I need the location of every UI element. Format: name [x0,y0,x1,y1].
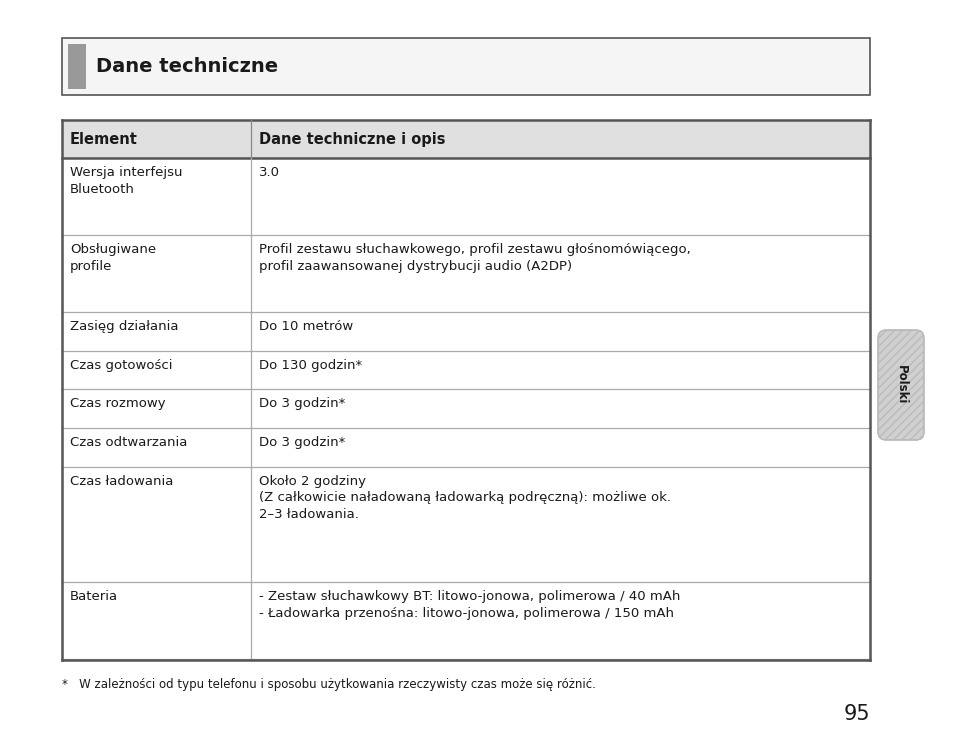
Text: Do 3 godzin*: Do 3 godzin* [258,436,345,449]
Bar [62,428,869,467]
Bar [62,158,869,235]
Text: Obsługiwane
profile: Obsługiwane profile [70,243,156,272]
Text: Do 10 metrów: Do 10 metrów [258,321,353,333]
Text: Czas rozmowy: Czas rozmowy [70,398,166,410]
Text: Czas gotowości: Czas gotowości [70,359,172,372]
Bar [62,312,869,351]
Bar [62,390,869,428]
Text: Bateria: Bateria [70,591,118,603]
Bar [62,582,869,660]
Text: Profil zestawu słuchawkowego, profil zestawu głośnomówiącego,
profil zaawansowan: Profil zestawu słuchawkowego, profil zes… [258,243,690,272]
Text: *   W zależności od typu telefonu i sposobu użytkowania rzeczywisty czas może si: * W zależności od typu telefonu i sposob… [62,678,596,691]
Text: Wersja interfejsu
Bluetooth: Wersja interfejsu Bluetooth [70,166,182,195]
Bar [68,44,86,89]
Text: - Zestaw słuchawkowy BT: litowo-jonowa, polimerowa / 40 mAh
- Ładowarka przenośn: - Zestaw słuchawkowy BT: litowo-jonowa, … [258,591,679,620]
Bar [62,467,869,582]
Bar [62,38,869,95]
Text: Dane techniczne: Dane techniczne [96,57,278,76]
Text: 3.0: 3.0 [258,166,280,179]
Bar [62,351,869,390]
Text: Element: Element [70,131,138,146]
Text: Polski: Polski [894,365,906,404]
Text: Około 2 godziny
(Z całkowicie naładowaną ładowarką podręczną): możliwe ok.
2–3 ł: Około 2 godziny (Z całkowicie naładowaną… [258,475,670,521]
Text: Do 130 godzin*: Do 130 godzin* [258,359,362,372]
Text: Czas ładowania: Czas ładowania [70,475,173,487]
Text: 95: 95 [842,704,869,724]
Text: Zasięg działania: Zasięg działania [70,321,178,333]
Bar [62,235,869,312]
Text: Czas odtwarzania: Czas odtwarzania [70,436,187,449]
Text: Do 3 godzin*: Do 3 godzin* [258,398,345,410]
Text: Dane techniczne i opis: Dane techniczne i opis [258,131,445,146]
FancyBboxPatch shape [877,330,923,440]
Bar [62,120,869,158]
